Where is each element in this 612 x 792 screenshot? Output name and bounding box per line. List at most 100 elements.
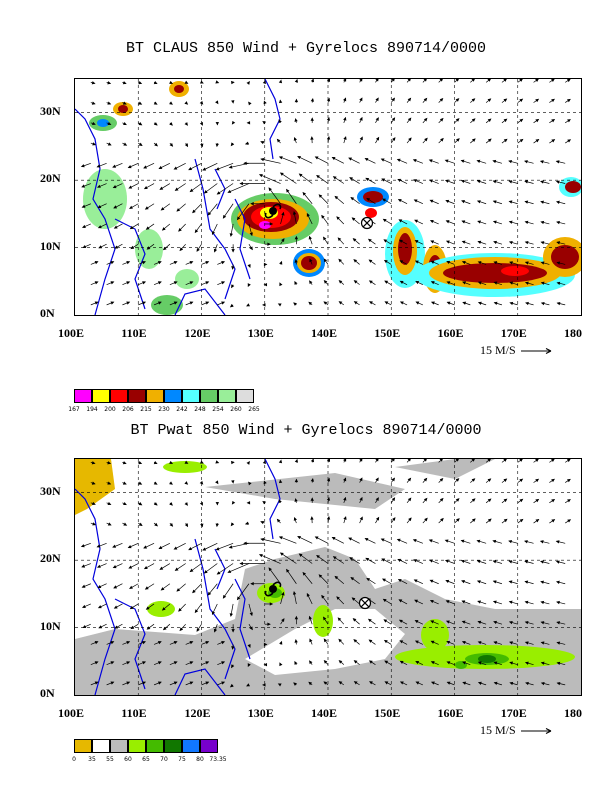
wind-arrowhead xyxy=(294,259,298,263)
wind-arrowhead xyxy=(476,580,481,584)
wind-arrowhead xyxy=(110,641,115,645)
wind-arrowhead xyxy=(169,460,174,464)
wind-arrowhead xyxy=(407,117,412,122)
coastline-segment xyxy=(234,578,251,660)
wind-arrowhead xyxy=(231,460,235,465)
wind-arrowhead xyxy=(268,187,272,192)
wind-arrowhead xyxy=(215,480,219,485)
wind-arrowhead xyxy=(231,646,235,650)
wind-arrowhead xyxy=(540,600,545,605)
wind-arrowhead xyxy=(231,500,236,505)
lon-tick-label: 150E xyxy=(374,326,401,340)
wind-arrowhead xyxy=(343,116,347,121)
wind-arrowhead xyxy=(246,683,251,687)
wind-arrowhead xyxy=(126,681,131,685)
wind-arrowhead xyxy=(455,118,460,122)
wind-arrowhead xyxy=(428,539,433,543)
wind-arrowhead xyxy=(306,592,310,597)
wind-arrowhead xyxy=(94,641,99,645)
wind-arrowhead xyxy=(138,502,143,506)
wind-arrowhead xyxy=(413,579,418,583)
legend-label: 242 xyxy=(176,406,188,413)
wind-arrowhead xyxy=(126,281,131,285)
legend-swatch xyxy=(74,739,92,753)
lon-tick-label: 110E xyxy=(121,326,147,340)
wind-arrowhead xyxy=(391,477,395,482)
wind-arrowhead xyxy=(509,681,514,686)
legend-swatch xyxy=(110,389,128,403)
wind-arrowhead xyxy=(508,580,513,584)
wind-arrowhead xyxy=(205,681,210,685)
wind-arrowhead xyxy=(487,498,492,502)
legend-label: 60 xyxy=(124,756,132,763)
wind-arrowhead xyxy=(423,117,428,122)
wind-arrowhead xyxy=(487,138,492,143)
wind-arrowhead xyxy=(524,220,529,225)
wind-arrowhead xyxy=(398,619,403,623)
wind-arrowhead xyxy=(368,280,373,284)
wind-arrowhead xyxy=(365,557,370,562)
wind-arrowhead xyxy=(477,641,482,645)
wind-arrowhead xyxy=(126,301,131,305)
legend-swatch xyxy=(164,739,182,753)
wind-arrowhead xyxy=(281,238,285,242)
wind-arrowhead xyxy=(384,280,389,284)
wind-arrowhead xyxy=(310,79,315,83)
wind-arrowhead xyxy=(314,156,319,160)
wind-arrowhead xyxy=(493,681,498,686)
wind-arrowhead xyxy=(188,167,193,171)
wind-arrowhead xyxy=(250,202,254,206)
wind-arrowhead xyxy=(316,554,320,559)
wind-arrowhead xyxy=(281,618,285,622)
wind-arrowhead xyxy=(471,79,475,82)
wind-arrowhead xyxy=(509,301,514,306)
wind-arrowhead xyxy=(444,179,449,183)
legend-swatch xyxy=(146,389,164,403)
wind-arrowhead xyxy=(352,238,357,242)
wind-arrowhead xyxy=(221,301,226,305)
lon-tick-label: 180 xyxy=(564,706,582,720)
wind-arrowhead xyxy=(397,558,402,562)
wind-arrowhead xyxy=(566,459,571,463)
wind-arrowhead xyxy=(556,621,561,625)
wind-arrowhead xyxy=(262,460,266,465)
wind-arrowhead xyxy=(524,281,529,285)
wind-arrowhead xyxy=(184,143,189,148)
wind-arrowhead xyxy=(460,179,465,184)
wind-arrowhead xyxy=(487,118,492,122)
legend-swatch xyxy=(74,389,92,403)
wind-arrowhead xyxy=(508,240,513,245)
wind-vector xyxy=(216,542,234,551)
wind-arrowhead xyxy=(202,167,207,171)
wind-arrowhead xyxy=(326,477,331,482)
wind-arrowhead xyxy=(228,165,233,169)
wind-arrowhead xyxy=(276,518,281,523)
wind-arrowhead xyxy=(142,641,146,645)
wind-arrowhead xyxy=(423,459,427,462)
wind-arrowhead xyxy=(221,661,226,665)
wind-arrowhead xyxy=(169,122,173,126)
lon-tick-label: 130E xyxy=(247,706,274,720)
wind-arrowhead xyxy=(439,459,443,462)
wind-arrowhead xyxy=(382,198,386,202)
wind-arrowhead xyxy=(551,98,555,103)
wind-arrowhead xyxy=(349,557,354,561)
wind-arrowhead xyxy=(269,222,274,226)
wind-arrowhead xyxy=(199,480,204,485)
wind-arrowhead xyxy=(184,101,189,105)
wind-arrowhead xyxy=(524,261,529,265)
wind-arrowhead xyxy=(263,642,268,647)
reference-arrow-icon xyxy=(520,348,551,355)
wind-vector xyxy=(259,174,281,184)
wind-arrowhead xyxy=(318,574,323,578)
wind-arrowhead xyxy=(138,122,143,126)
wind-arrowhead xyxy=(174,187,179,191)
wind-arrowhead xyxy=(338,258,342,263)
wind-arrowhead xyxy=(414,599,419,603)
wind-arrowhead xyxy=(414,640,419,644)
wind-vector xyxy=(217,563,234,575)
wind-arrowhead xyxy=(382,218,387,223)
wind-arrowhead xyxy=(476,179,481,184)
wind-arrowhead xyxy=(444,159,449,163)
wind-arrowhead xyxy=(487,79,491,82)
